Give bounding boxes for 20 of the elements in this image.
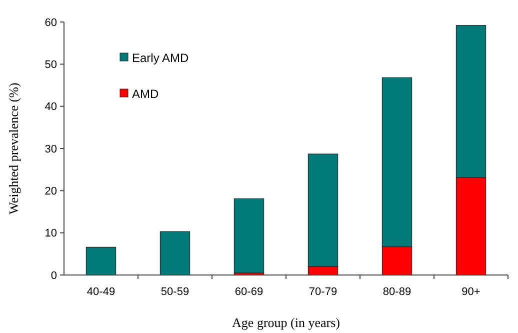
- y-tick-label: 40: [44, 101, 57, 114]
- legend-label: AMD: [132, 87, 159, 102]
- x-tick-label: 50-59: [160, 286, 190, 298]
- y-tick-label: 50: [44, 59, 57, 72]
- bar: [160, 231, 190, 276]
- y-tick-label: 30: [44, 143, 57, 156]
- y-tick-label: 20: [44, 186, 57, 198]
- bar: [86, 246, 116, 276]
- x-tick-label: 40-49: [86, 286, 116, 298]
- x-tick-label: 80-89: [382, 286, 412, 298]
- y-tick-label: 0: [50, 270, 57, 282]
- x-tick-label: 60-69: [234, 286, 264, 298]
- y-axis-title: Weighted prevalence (%): [6, 82, 21, 214]
- y-tick-label: 10: [44, 228, 57, 240]
- x-tick-label: 70-79: [308, 286, 338, 298]
- x-tick-label: 90+: [462, 286, 480, 298]
- x-axis-title: Age group (in years): [232, 315, 340, 330]
- legend-label: Early AMD: [132, 51, 190, 66]
- bar: [234, 198, 264, 274]
- y-tick-label: 60: [44, 16, 57, 29]
